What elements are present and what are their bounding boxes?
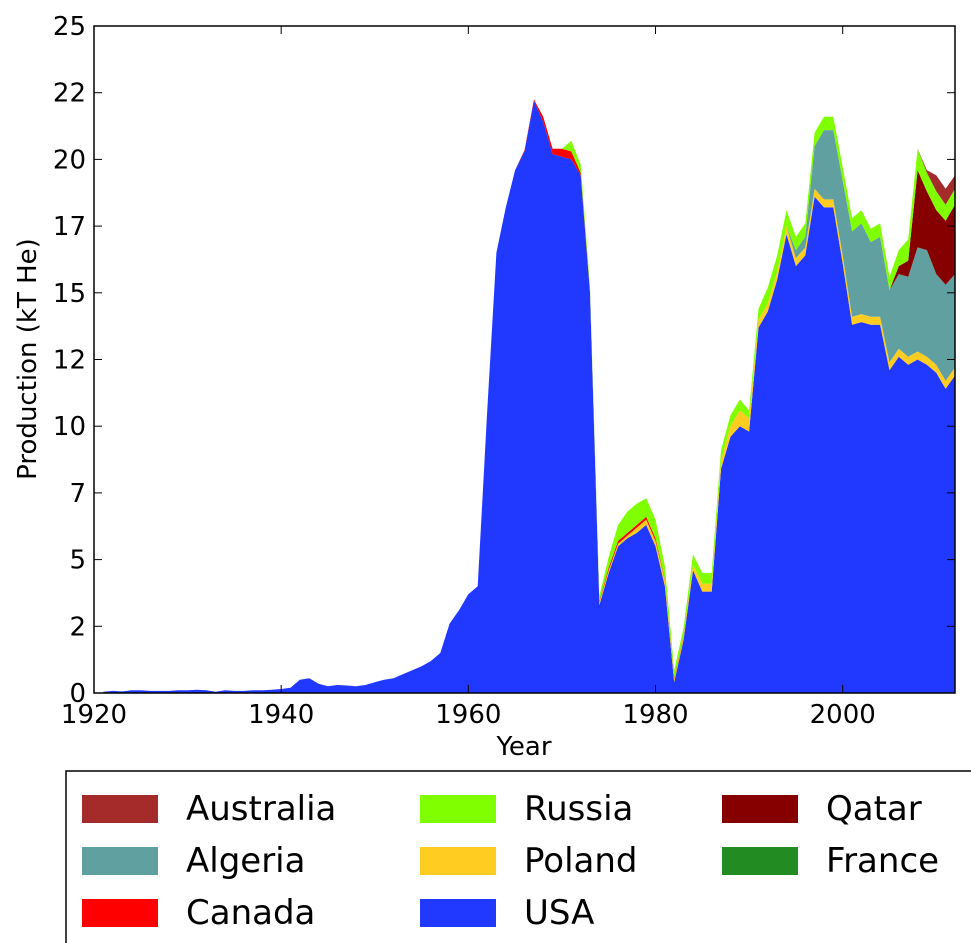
legend-label: Poland <box>524 841 638 881</box>
area-usa <box>103 100 955 693</box>
legend-item-australia: Australia <box>82 789 336 829</box>
x-tick-label: 2000 <box>810 700 876 730</box>
y-tick-label: 15 <box>53 279 86 309</box>
legend-item-algeria: Algeria <box>82 841 305 881</box>
y-tick-label: 20 <box>53 145 86 175</box>
legend-item-france: France <box>722 841 939 881</box>
y-tick-label: 22 <box>53 79 86 109</box>
legend: Australia Algeria Canada Russia Poland USA Qat… <box>65 770 971 943</box>
y-tick-label: 0 <box>69 679 86 709</box>
legend-frame <box>65 770 971 943</box>
legend-item-poland: Poland <box>420 841 638 881</box>
legend-item-russia: Russia <box>420 789 633 829</box>
legend-label: France <box>826 841 939 881</box>
legend-label: Canada <box>186 893 315 933</box>
x-tick-label: 1920 <box>61 700 127 730</box>
y-tick-label: 7 <box>69 479 86 509</box>
y-tick-label: 2 <box>69 612 86 642</box>
legend-swatch <box>722 795 798 823</box>
legend-label: USA <box>524 893 594 933</box>
legend-swatch <box>82 899 158 927</box>
legend-item-canada: Canada <box>82 893 315 933</box>
legend-label: Russia <box>524 789 633 829</box>
y-tick-label: 17 <box>53 212 86 242</box>
area-series-group <box>103 99 955 693</box>
legend-label: Algeria <box>186 841 305 881</box>
y-tick-label: 12 <box>53 346 86 376</box>
legend-swatch <box>420 795 496 823</box>
x-tick-label: 1940 <box>248 700 314 730</box>
y-axis-label: Production (kT He) <box>13 238 43 480</box>
x-tick-label: 1960 <box>435 700 501 730</box>
legend-item-qatar: Qatar <box>722 789 922 829</box>
x-tick-label: 1980 <box>622 700 688 730</box>
y-tick-label: 25 <box>53 12 86 42</box>
legend-label: Qatar <box>826 789 922 829</box>
y-tick-label: 5 <box>69 546 86 576</box>
legend-swatch <box>82 795 158 823</box>
legend-item-usa: USA <box>420 893 594 933</box>
legend-swatch <box>420 899 496 927</box>
y-tick-label: 10 <box>53 412 86 442</box>
legend-swatch <box>82 847 158 875</box>
legend-label: Australia <box>186 789 336 829</box>
legend-swatch <box>722 847 798 875</box>
legend-swatch <box>420 847 496 875</box>
x-axis-label: Year <box>495 732 551 762</box>
